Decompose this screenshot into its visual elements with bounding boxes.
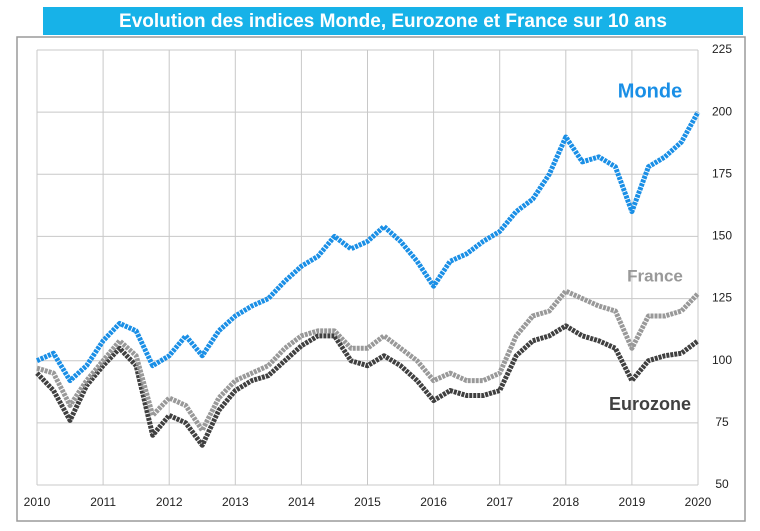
y-tick-label: 225 (712, 42, 732, 56)
series-label: Monde (618, 80, 682, 102)
x-tick-label: 2014 (288, 495, 315, 509)
title-banner (43, 7, 743, 35)
x-tick-label: 2013 (222, 495, 249, 509)
y-tick-label: 50 (715, 477, 729, 491)
x-tick-label: 2018 (552, 495, 579, 509)
x-tick-label: 2020 (685, 495, 712, 509)
x-tick-label: 2011 (90, 495, 116, 509)
x-tick-label: 2012 (156, 495, 183, 509)
y-tick-label: 175 (712, 166, 732, 180)
series-label: France (627, 266, 683, 285)
chart-frame (16, 36, 746, 522)
y-tick-label: 200 (712, 104, 732, 118)
x-tick-label: 2015 (354, 495, 381, 509)
series-line (35, 323, 700, 448)
x-tick-label: 2010 (24, 495, 51, 509)
series-line (36, 288, 700, 433)
series-label: Eurozone (609, 394, 691, 414)
x-tick-label: 2019 (619, 495, 646, 509)
y-tick-label: 100 (712, 353, 732, 367)
chart-title: Evolution des indices Monde, Eurozone et… (119, 11, 667, 32)
y-tick-label: 150 (712, 229, 732, 243)
x-tick-label: 2016 (420, 495, 447, 509)
y-tick-label: 125 (712, 291, 732, 305)
y-tick-label: 75 (715, 415, 729, 429)
x-tick-label: 2017 (486, 495, 513, 509)
series-line (35, 110, 701, 384)
